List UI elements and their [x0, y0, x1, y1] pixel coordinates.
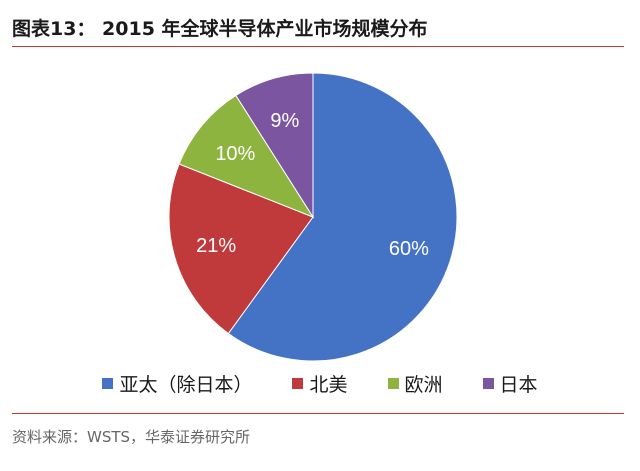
legend-label: 日本 [499, 374, 538, 396]
pie-slice-1 [168, 163, 314, 335]
source-note: 资料来源：WSTS，华泰证券研究所 [12, 428, 251, 446]
legend-swatch [102, 378, 114, 389]
pie-slice-2 [178, 94, 315, 219]
slice-data-label: 9% [270, 110, 299, 132]
legend-item-asia-pacific: 亚太（除日本） [102, 370, 252, 397]
chart-legend: 亚太（除日本） 北美 欧洲 日本 [0, 370, 640, 397]
legend-swatch [292, 378, 304, 389]
title-divider [12, 46, 624, 47]
legend-swatch [482, 378, 494, 389]
pie-slice-0 [227, 72, 458, 362]
slice-data-label: 60% [389, 238, 429, 260]
legend-item-europe: 欧洲 [387, 370, 443, 397]
pie-slice-3 [235, 72, 314, 219]
legend-item-north-america: 北美 [292, 370, 348, 397]
footer-divider [12, 413, 624, 414]
legend-swatch [387, 378, 399, 389]
legend-label: 北美 [309, 374, 348, 396]
legend-label: 欧洲 [404, 374, 443, 396]
legend-label: 亚太（除日本） [119, 374, 253, 396]
legend-item-japan: 日本 [482, 370, 538, 397]
slice-data-label: 10% [215, 143, 255, 165]
chart-title: 图表13： 2015 年全球半导体产业市场规模分布 [12, 18, 428, 40]
slice-data-label: 21% [196, 235, 236, 257]
